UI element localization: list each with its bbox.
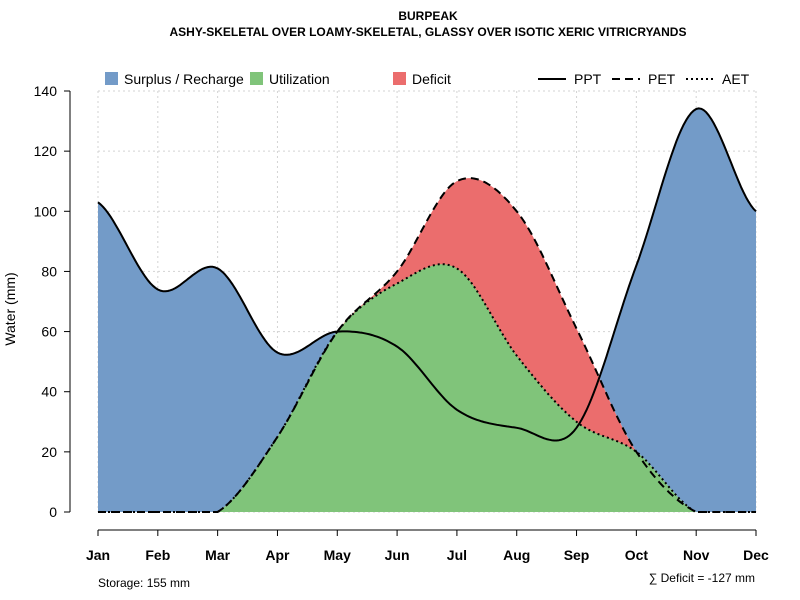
legend-swatch-surplus-recharge [105, 72, 118, 85]
pet-line [98, 177, 756, 513]
x-tick-label-jan: Jan [86, 547, 110, 563]
storage-note: Storage: 155 mm [98, 576, 190, 590]
y-tick-label-0: 0 [49, 504, 57, 520]
axes: 0 20 40 60 80 100 120 140 Jan Feb Mar Apr May Jun Jul A… [34, 83, 769, 563]
y-tick-label-40: 40 [41, 384, 57, 400]
x-tick-label-nov: Nov [683, 547, 710, 563]
utilization-area [98, 264, 756, 512]
x-tick-label-apr: Apr [265, 547, 290, 563]
chart-title: BURPEAK [398, 9, 458, 23]
legend-label-ppt: PPT [574, 71, 602, 87]
x-tick-label-jun: Jun [385, 547, 410, 563]
x-tick-label-dec: Dec [743, 547, 769, 563]
x-tick-label-jul: Jul [447, 547, 467, 563]
x-tick-label-aug: Aug [503, 547, 530, 563]
legend-label-aet: AET [722, 71, 750, 87]
x-tick-label-may: May [324, 547, 351, 563]
x-tick-label-feb: Feb [145, 547, 170, 563]
y-tick-label-20: 20 [41, 444, 57, 460]
legend-label-deficit: Deficit [412, 71, 451, 87]
y-axis-label: Water (mm) [2, 272, 18, 345]
area-fills [98, 108, 756, 513]
legend-swatch-deficit [393, 72, 406, 85]
y-tick-label-140: 140 [34, 83, 58, 99]
y-tick-label-120: 120 [34, 143, 58, 159]
y-tick-label-80: 80 [41, 263, 57, 279]
x-tick-label-oct: Oct [625, 547, 649, 563]
chart-subtitle: ASHY-SKELETAL OVER LOAMY-SKELETAL, GLASS… [170, 25, 687, 39]
legend-swatch-utilization [250, 72, 263, 85]
x-tick-label-mar: Mar [205, 547, 230, 563]
ppt-line [97, 107, 757, 442]
aet-line [98, 263, 756, 513]
legend-label-utilization: Utilization [269, 71, 330, 87]
surplus-area [98, 108, 756, 513]
legend-label-pet: PET [648, 71, 676, 87]
y-tick-label-100: 100 [34, 203, 58, 219]
legend-label-surplus-recharge: Surplus / Recharge [124, 71, 244, 87]
legend: Surplus / Recharge Utilization Deficit PPT P… [105, 71, 750, 87]
x-tick-label-sep: Sep [564, 547, 590, 563]
deficit-note: ∑ Deficit = -127 mm [649, 571, 755, 585]
y-tick-label-60: 60 [41, 324, 57, 340]
series-lines [97, 107, 757, 513]
